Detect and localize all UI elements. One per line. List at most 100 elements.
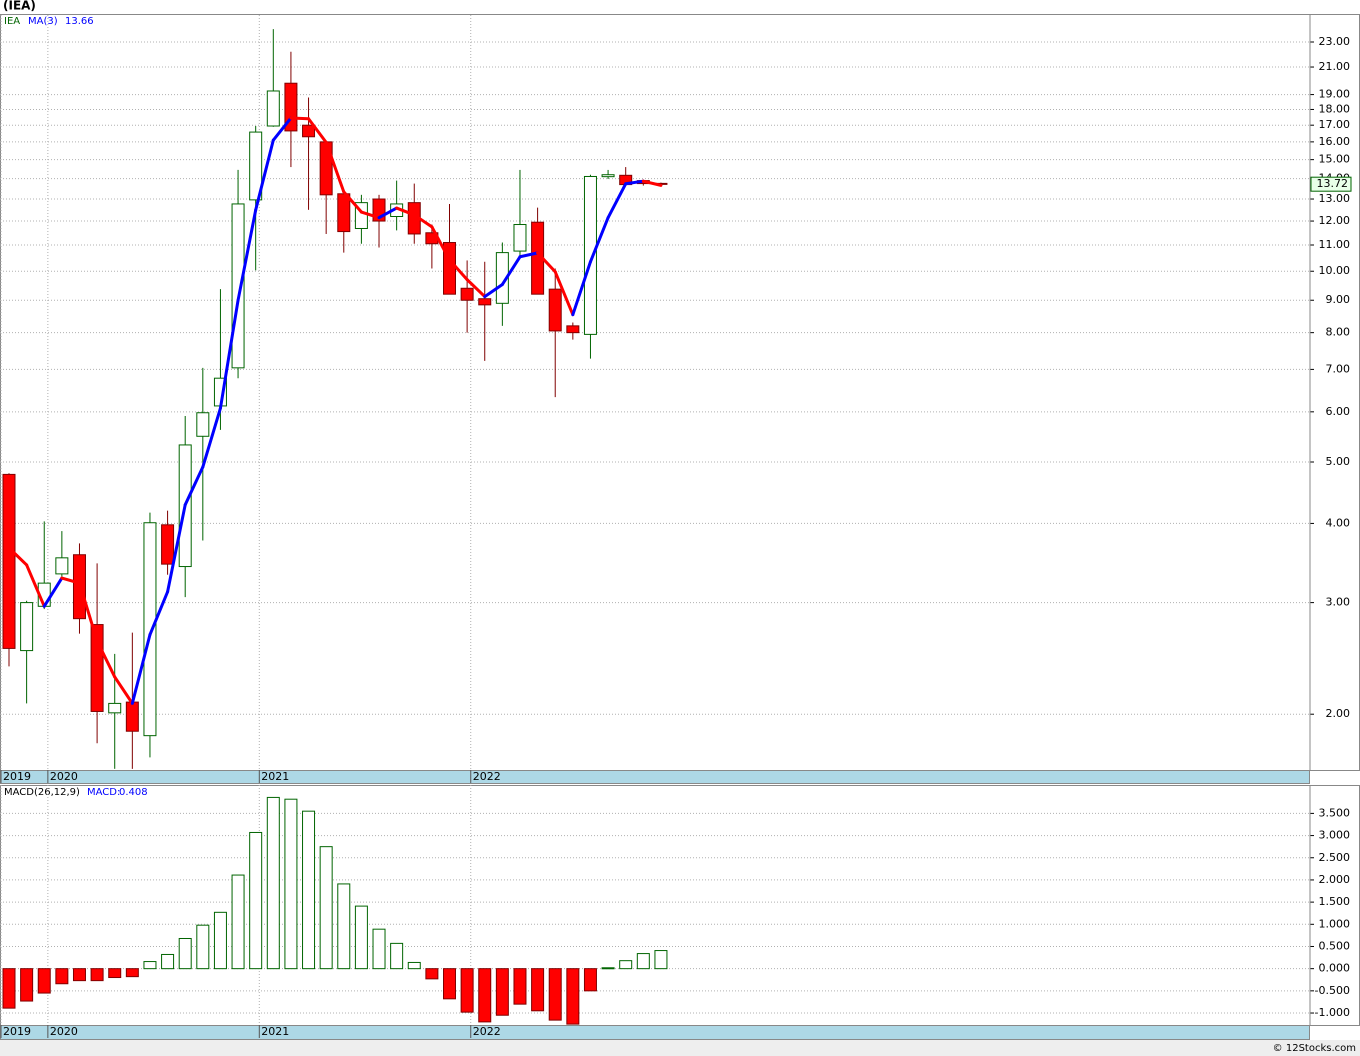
macd-bar [566, 968, 580, 1025]
ma-segment [42, 576, 64, 608]
ma-segment [377, 206, 399, 220]
ma-segment [342, 190, 363, 214]
y-tick-label: 3.000 [1319, 829, 1351, 842]
macd-bar [390, 942, 404, 970]
ma-segment [359, 210, 381, 220]
y-tick-label: 10.00 [1319, 264, 1351, 277]
macd-bar [231, 874, 245, 970]
candle-body [460, 287, 474, 301]
candle-body [143, 522, 157, 737]
ma-segment [430, 225, 451, 262]
candle-body [478, 298, 492, 306]
footer: © 12Stocks.com [1273, 1043, 1356, 1054]
candle-body [337, 193, 351, 233]
y-tick-label: 5.00 [1326, 455, 1351, 468]
y-tick-label: 1.000 [1319, 917, 1351, 930]
y-tick-label: 0.500 [1319, 939, 1351, 952]
macd-bar [2, 968, 16, 1009]
y-tick-label: 1.500 [1319, 895, 1351, 908]
candle-body [55, 557, 69, 575]
ma-segment [113, 675, 134, 705]
candle-body [495, 252, 509, 304]
macd-bar [108, 968, 122, 979]
x-tick-label: 2019 [3, 770, 31, 783]
x-tick-label: 2020 [50, 770, 78, 783]
ma-segment [588, 216, 610, 264]
ma-segment [77, 581, 99, 643]
macd-bar [196, 924, 210, 970]
candle-body [125, 701, 139, 732]
ma-segment [166, 503, 187, 594]
legend-macd: MACD(26,12,9) [4, 787, 80, 798]
ma-segment [130, 633, 152, 705]
ma-segment [183, 465, 205, 507]
candle-body [302, 124, 316, 138]
candle-body [513, 224, 527, 252]
y-tick-label: 16.00 [1319, 135, 1351, 148]
macd-bar [548, 968, 562, 1021]
y-tick-label: 2.00 [1326, 707, 1351, 720]
ma-segment [7, 546, 29, 567]
x-tick-label: 2022 [473, 1025, 501, 1038]
ma-segment [536, 251, 557, 274]
ma-segment [500, 255, 522, 286]
date-strip [0, 1025, 1310, 1040]
macd-bar [72, 968, 86, 982]
ma-segment [60, 576, 81, 585]
price-tag-box [1310, 176, 1352, 192]
y-tick-label: -1.000 [1315, 1006, 1350, 1019]
legend-ma-value: 13.66 [65, 16, 94, 27]
x-tick-label: 2021 [261, 770, 289, 783]
macd-bar [531, 968, 545, 1012]
macd-bar [302, 810, 316, 970]
y-tick-label: 11.00 [1319, 238, 1351, 251]
macd-bar [654, 950, 668, 970]
y-tick-label: 7.00 [1326, 362, 1351, 375]
ma-segment [289, 116, 311, 121]
y-tick-label: 17.00 [1319, 118, 1351, 131]
legend-symbol: IEA [4, 16, 20, 27]
candle-body [108, 702, 122, 714]
x-tick-label: 2019 [3, 1025, 31, 1038]
macd-bar [319, 846, 333, 970]
macd-bar [601, 967, 615, 970]
footer-bar [0, 1040, 1360, 1056]
y-tick-label: 4.00 [1326, 516, 1351, 529]
y-tick-label: 8.00 [1326, 326, 1351, 339]
x-tick-label: 2021 [261, 1025, 289, 1038]
ma-segment [412, 213, 434, 229]
candle-body [601, 174, 615, 178]
macd-bar [143, 961, 157, 970]
y-tick-label: 3.00 [1326, 596, 1351, 609]
ma-segment [465, 278, 487, 299]
ma-segment [624, 179, 645, 186]
macd-bar [249, 831, 263, 970]
candle-body [566, 325, 580, 334]
ma-segment [483, 282, 504, 299]
ma-segment [571, 260, 592, 317]
candle-body [583, 175, 597, 335]
x-tick-label: 2022 [473, 770, 501, 783]
macd-bar [636, 953, 650, 970]
ma-segment [201, 406, 222, 469]
ma-segment [641, 179, 663, 187]
ma-segment [606, 182, 628, 220]
ma-segment [236, 208, 258, 302]
macd-bar [125, 968, 139, 978]
y-tick-label: 13.00 [1319, 192, 1351, 205]
macd-bar [425, 968, 439, 980]
legend-macd-label: MACD: [87, 787, 120, 798]
macd-bar [178, 937, 192, 970]
macd-bar [460, 968, 474, 1013]
macd-bar [284, 798, 298, 970]
ma-segment [254, 138, 275, 212]
macd-bar [443, 968, 456, 1000]
macd-bar [20, 968, 34, 1002]
y-tick-label: 18.00 [1319, 102, 1351, 115]
ma-segment [395, 206, 416, 217]
ma-segment [25, 563, 46, 608]
macd-bar [495, 968, 509, 1016]
candle-body [161, 524, 175, 565]
